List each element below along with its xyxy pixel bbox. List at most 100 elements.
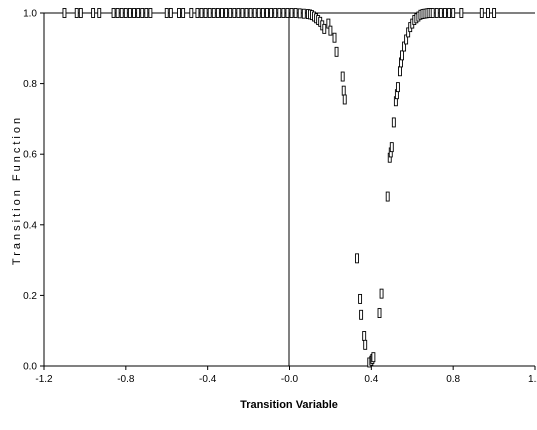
data-point (140, 8, 145, 18)
x-tick-label: -1.2 (35, 374, 53, 385)
data-point (389, 142, 394, 153)
data-point (363, 339, 368, 350)
x-tick-label: 0.8 (446, 374, 460, 385)
data-point (177, 8, 181, 18)
y-tick-label: 0.8 (23, 79, 37, 90)
data-point (492, 8, 497, 18)
data-point (240, 8, 245, 18)
data-point (358, 293, 363, 304)
data-point (236, 8, 241, 18)
data-point (398, 66, 402, 77)
data-point (265, 8, 269, 18)
data-point (451, 8, 456, 18)
plot-frame (43, 12, 535, 367)
data-point (322, 23, 327, 34)
data-point (220, 8, 224, 18)
data-point (285, 8, 290, 18)
data-point (359, 309, 364, 320)
data-point (248, 8, 253, 18)
data-point (252, 8, 257, 18)
data-point (293, 8, 298, 18)
data-point (123, 8, 128, 18)
x-axis-title: Transition Variable (240, 399, 338, 411)
data-point (62, 8, 67, 18)
data-point (144, 8, 149, 18)
data-point (341, 85, 346, 96)
data-point (164, 8, 169, 18)
data-point (355, 253, 359, 264)
data-point (244, 8, 249, 18)
data-point (277, 8, 282, 18)
data-point (260, 8, 265, 18)
data-point (215, 8, 220, 18)
data-point (406, 27, 411, 38)
data-point (479, 8, 484, 18)
data-point (119, 8, 124, 18)
data-point (438, 8, 443, 18)
data-point (377, 308, 382, 318)
data-point (228, 8, 233, 18)
data-point (224, 8, 229, 18)
y-axis-title: Transition Function (11, 115, 23, 265)
data-point (189, 8, 194, 18)
data-point (91, 8, 96, 18)
data-point-group (62, 8, 497, 368)
data-point (207, 8, 212, 18)
data-point (400, 50, 404, 61)
data-point (199, 8, 204, 18)
data-point (74, 8, 79, 18)
data-point (148, 8, 153, 18)
x-tick-group: -1.2 -0.8 -0.4 -0.0 0.4 0.8 1.2 (35, 366, 537, 385)
data-point (434, 8, 439, 18)
data-point (342, 94, 347, 105)
data-point (332, 32, 337, 43)
y-tick-label: 0.2 (23, 291, 37, 302)
data-point (385, 191, 390, 202)
data-point (362, 331, 367, 341)
data-point (232, 8, 237, 18)
y-tick-label: 0.0 (23, 362, 37, 373)
y-tick-group: 0.0 0.2 0.4 0.6 0.8 1.0 (23, 9, 44, 373)
data-point (203, 8, 208, 18)
x-tick-label: 1.2 (528, 374, 537, 385)
data-point (97, 8, 102, 18)
y-tick-label: 0.4 (23, 220, 37, 231)
x-tick-label: 0.4 (364, 374, 378, 385)
x-tick-label: -0.8 (117, 374, 135, 385)
data-point (136, 8, 141, 18)
data-point (395, 82, 400, 93)
data-point (340, 71, 345, 82)
data-point (371, 352, 376, 363)
data-point (391, 117, 396, 128)
data-point (195, 8, 200, 18)
y-tick-label: 0.6 (23, 150, 37, 161)
data-point (459, 8, 464, 18)
data-point (132, 8, 136, 18)
data-point (379, 288, 384, 299)
data-point (211, 8, 216, 18)
data-point (297, 8, 302, 19)
data-point (281, 8, 286, 18)
data-point (181, 8, 186, 18)
data-point (402, 41, 407, 52)
data-point (269, 8, 274, 18)
data-point (334, 46, 339, 57)
data-point (115, 8, 120, 18)
data-point (168, 8, 173, 18)
data-point (289, 8, 294, 18)
data-point (447, 8, 452, 18)
y-tick-label: 1.0 (23, 9, 37, 20)
data-point (326, 18, 331, 29)
data-point (443, 8, 447, 18)
x-tick-label: -0.0 (281, 374, 299, 385)
data-point (256, 8, 261, 18)
data-point (485, 8, 490, 18)
data-point (430, 8, 435, 18)
data-point (111, 8, 116, 18)
data-point (127, 8, 132, 18)
data-point (78, 8, 83, 18)
data-point (328, 25, 333, 36)
data-point (404, 34, 409, 45)
data-point (301, 8, 306, 19)
